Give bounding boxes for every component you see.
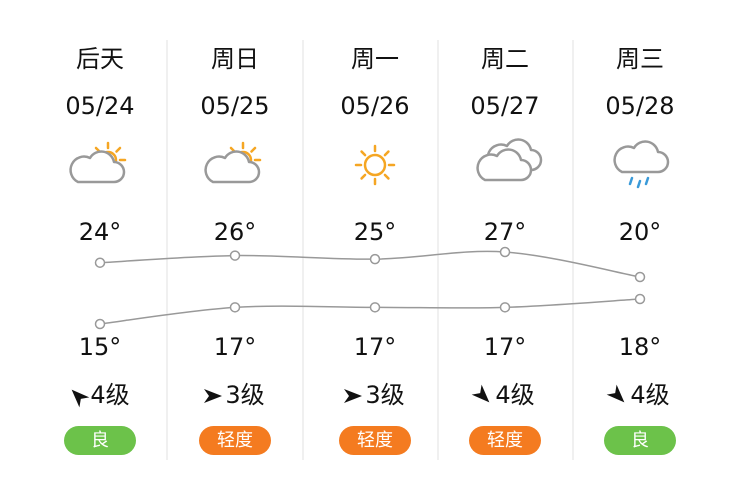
sun-ray (115, 146, 122, 153)
wind-arrow (71, 389, 90, 408)
date: 05/24 (65, 92, 134, 120)
air-badge (604, 426, 676, 455)
wind-arrow (471, 384, 490, 403)
weather-icon (69, 141, 127, 184)
high-temp: 20° (619, 218, 662, 246)
air-quality: 良 (91, 430, 109, 451)
day-name: 后天 (76, 45, 124, 73)
air-quality: 轻度 (487, 430, 523, 451)
low-temp: 15° (79, 333, 122, 361)
sun-ray (250, 146, 257, 153)
air-badge (339, 426, 411, 455)
low-point (94, 318, 106, 330)
rain-drop (636, 179, 642, 189)
sun-ray (383, 150, 390, 157)
sun-ray (383, 173, 390, 180)
wind: 4级 (495, 381, 534, 409)
air-quality: 良 (631, 430, 649, 451)
day-name: 周日 (211, 45, 259, 73)
wind-arrow-shape (471, 384, 490, 403)
weather-icon (354, 144, 396, 186)
rain-drop (644, 176, 650, 186)
cloud (476, 148, 533, 182)
wind-arrow (606, 384, 625, 403)
cloud (613, 140, 670, 174)
date: 05/27 (470, 92, 539, 120)
low-point (634, 293, 646, 305)
wind-arrow-shape (71, 389, 90, 408)
air-badge (64, 426, 136, 455)
air-quality: 轻度 (357, 430, 393, 451)
cloud (204, 150, 261, 184)
cloud (69, 150, 126, 184)
day-name: 周一 (351, 45, 399, 73)
sun (363, 153, 387, 177)
air-badge (199, 426, 271, 455)
sun-ray (360, 173, 367, 180)
date: 05/28 (605, 92, 674, 120)
date: 05/26 (340, 92, 409, 120)
low-point (369, 302, 381, 313)
sun-ray (360, 150, 367, 157)
wind-arrow (344, 389, 362, 403)
weather-icon (476, 138, 543, 182)
day-name: 周二 (481, 45, 529, 73)
wind-arrow-shape (606, 384, 625, 403)
rain-drop (628, 176, 634, 186)
wind-arrow-shape (344, 389, 362, 403)
wind: 3级 (225, 381, 264, 409)
wind: 4级 (90, 381, 129, 409)
low-temp: 17° (484, 333, 527, 361)
weather-icon (613, 140, 670, 189)
high-point (94, 257, 106, 268)
wind-arrow-shape (204, 389, 222, 403)
wind-arrow (204, 389, 222, 403)
high-temp: 26° (214, 218, 257, 246)
high-temp: 24° (79, 218, 122, 246)
air-quality: 轻度 (217, 430, 253, 451)
date: 05/25 (200, 92, 269, 120)
day-name: 周三 (616, 45, 664, 73)
low-temp: 17° (354, 333, 397, 361)
high-point (499, 246, 511, 258)
wind: 3级 (365, 381, 404, 409)
low-point (499, 302, 511, 313)
low-point (229, 302, 241, 313)
high-temp: 25° (354, 218, 397, 246)
separators (166, 40, 574, 460)
high-temp: 27° (484, 218, 527, 246)
wind: 4级 (630, 381, 669, 409)
weather-icon (204, 141, 262, 184)
low-temp: 17° (214, 333, 257, 361)
high-point (634, 271, 646, 283)
air-badge (469, 426, 541, 455)
low-temp: 18° (619, 333, 662, 361)
high-point (369, 253, 381, 265)
high-point (229, 250, 241, 261)
